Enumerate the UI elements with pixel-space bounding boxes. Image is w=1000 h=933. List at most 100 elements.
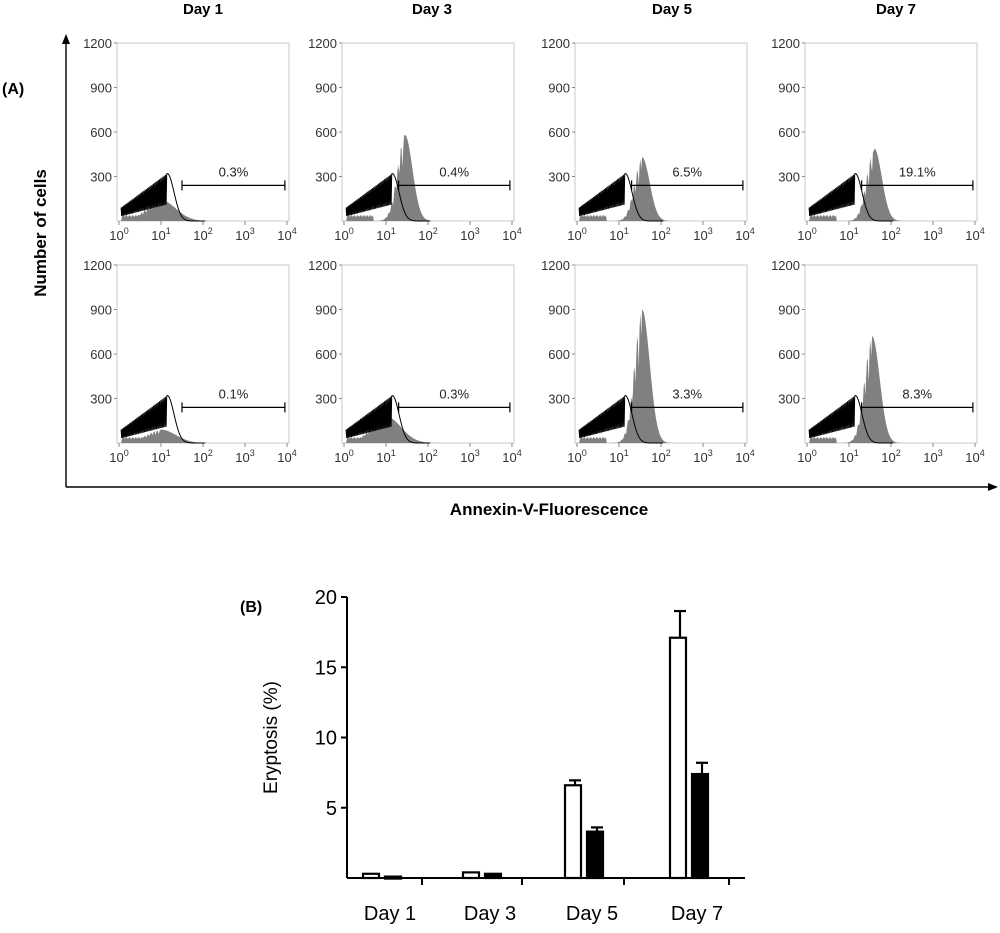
histogram-panel: 1200 900 600 300 100 101 102 103 104 0.4% [308,36,522,243]
x-tick-label: 101 [376,448,395,465]
control-histogram [120,172,206,222]
x-tick-label: 100 [567,448,586,465]
sample-histogram [121,429,222,443]
x-tick-label: 104 [965,226,984,243]
bar [690,772,710,880]
y-tick-label: 1200 [541,36,570,51]
bar [483,872,503,880]
x-tick-label: 101 [151,226,170,243]
x-tick-label: 103 [693,226,712,243]
y-tick-label: 300 [548,170,570,185]
y-tick-label: 900 [315,303,337,318]
x-tick-label: 102 [881,448,900,465]
x-tick-label: 101 [151,448,170,465]
y-tick-label: 10 [315,728,337,750]
histogram-panel: 1200 900 600 300 100 101 102 103 104 6.5% [541,36,755,243]
control-histogram [578,172,664,222]
gated-percent-label: 8.3% [902,386,932,401]
x-tick-label: 100 [797,226,816,243]
y-tick-label: 300 [90,392,112,407]
x-tick-label: 101 [839,448,858,465]
x-tick-label: Day 5 [566,903,618,925]
gated-percent-label: 0.1% [219,386,249,401]
bar [585,830,605,880]
x-tick-label: 104 [965,448,984,465]
control-histogram [345,172,431,222]
y-tick-label: 1200 [771,258,800,273]
x-tick-label: 101 [609,226,628,243]
gated-percent-label: 0.4% [439,164,469,179]
x-tick-label: 104 [502,448,521,465]
x-tick-label: 104 [735,226,754,243]
y-tick-label: 600 [548,347,570,362]
x-tick-label: 104 [502,226,521,243]
panel-a-x-arrow [988,483,998,491]
column-title: Day 5 [652,1,692,18]
y-tick-label: 600 [315,347,337,362]
y-tick-label: 15 [315,657,337,679]
y-tick-label: 20 [315,587,337,609]
x-tick-label: 103 [923,448,942,465]
gated-percent-label: 0.3% [219,164,249,179]
x-tick-label: 101 [376,226,395,243]
y-tick-label: 300 [778,170,800,185]
y-tick-label: 1200 [308,258,337,273]
y-tick-label: 300 [548,392,570,407]
x-tick-label: 102 [418,226,437,243]
bar [383,875,403,880]
histogram-frame [574,264,748,444]
x-tick-label: 104 [277,226,296,243]
x-tick-label: 101 [839,226,858,243]
x-tick-label: 100 [109,448,128,465]
bar [563,784,583,880]
column-title: Day 3 [412,1,452,18]
sample-histogram [809,148,910,221]
y-tick-label: 5 [326,798,337,820]
y-tick-label: 600 [778,125,800,140]
y-tick-label: 1200 [308,36,337,51]
eryptosis-bar-chart: Eryptosis (%) 5 10 15 20 Day 1 Day 3 Day 5 Day 7 [261,587,745,925]
y-axis-label: Eryptosis (%) [261,681,282,794]
x-tick-label: 102 [651,226,670,243]
histogram-frame [574,42,748,222]
panel-a-y-arrow [62,34,70,44]
histogram-frame [804,264,978,444]
x-tick-label: 102 [651,448,670,465]
y-tick-label: 300 [315,392,337,407]
histogram-frame [341,264,515,444]
x-tick-label: 100 [797,448,816,465]
histogram-frame [116,264,290,444]
y-tick-label: 1200 [83,36,112,51]
y-tick-label: 1200 [771,36,800,51]
y-tick-label: 600 [315,125,337,140]
x-tick-label: Day 1 [364,903,416,925]
y-tick-label: 1200 [83,258,112,273]
x-tick-label: 103 [235,226,254,243]
x-tick-label: 100 [334,226,353,243]
sample-histogram [346,416,447,443]
gated-percent-label: 0.3% [439,386,469,401]
bar [461,871,481,880]
gated-percent-label: 3.3% [672,386,702,401]
x-tick-label: 102 [193,448,212,465]
y-tick-label: 600 [90,125,112,140]
y-tick-label: 900 [90,81,112,96]
y-tick-label: 900 [90,303,112,318]
x-tick-label: 102 [193,226,212,243]
histogram-panel: 1200 900 600 300 100 101 102 103 104 0.3% [308,258,522,465]
x-tick-label: 100 [334,448,353,465]
sample-histogram [121,200,222,221]
histogram-panel: 1200 900 600 300 100 101 102 103 104 3.3% [541,258,755,465]
x-tick-label: 101 [609,448,628,465]
control-histogram [578,394,664,444]
x-tick-label: Day 3 [464,903,516,925]
y-tick-label: 300 [90,170,112,185]
panel-a-y-axis-label: Number of cells [31,169,50,297]
x-tick-label: 103 [460,226,479,243]
y-tick-label: 300 [778,392,800,407]
x-tick-label: 100 [567,226,586,243]
histogram-panel: 1200 900 600 300 100 101 102 103 104 0.3% [83,36,297,243]
column-title: Day 1 [183,1,223,18]
